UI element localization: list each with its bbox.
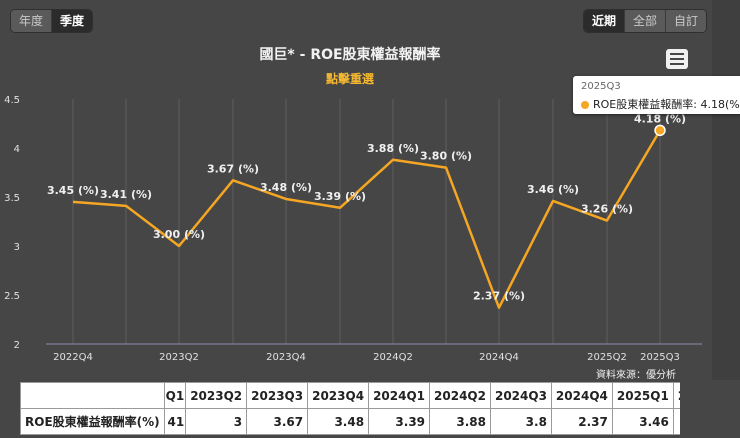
- table-cell: 3.48: [307, 408, 370, 435]
- data-table-grid: Q1 2023Q2 2023Q3 2023Q4 2024Q1 2024Q2 2024Q3 2…: [20, 382, 680, 435]
- table-header-cell: 2024Q1: [368, 382, 431, 409]
- data-label: 3.26 (%): [581, 203, 633, 216]
- x-tick-label: 2023Q4: [266, 352, 306, 363]
- table-cell: 3.39: [368, 408, 431, 435]
- table-cell: 3.8: [489, 408, 552, 435]
- data-label: 3.67 (%): [207, 162, 259, 175]
- tab-all[interactable]: 全部: [625, 10, 667, 32]
- tab-recent[interactable]: 近期: [584, 10, 626, 32]
- table-header-cell: 2025Q1: [611, 382, 674, 409]
- data-label: 3.88 (%): [367, 142, 419, 155]
- x-tick-label: 2024Q2: [373, 352, 413, 363]
- x-tick-label: 2025Q3: [640, 352, 680, 363]
- reselect-link[interactable]: 點擊重選: [325, 72, 374, 86]
- y-tick-label: 2.5: [4, 291, 20, 302]
- table-header-cell: 2023Q4: [307, 382, 370, 409]
- data-label: 4.18 (%): [634, 112, 686, 125]
- period-toggle: 年度 季度: [10, 9, 94, 33]
- table-header-cell: 2024Q4: [550, 382, 613, 409]
- data-label: 3.39 (%): [314, 190, 366, 203]
- table-header-row: Q1 2023Q2 2023Q3 2023Q4 2024Q1 2024Q2 2024Q3 2…: [20, 382, 680, 409]
- data-label: 3.80 (%): [420, 150, 472, 163]
- tab-annual[interactable]: 年度: [11, 10, 53, 32]
- series-line: [72, 129, 662, 309]
- scrollbar-track: [712, 0, 740, 380]
- data-label: 3.48 (%): [260, 181, 312, 194]
- range-toggle: 近期 全部 自訂: [583, 9, 708, 33]
- x-tick-label: 2024Q4: [479, 352, 519, 363]
- data-label: 3.00 (%): [153, 228, 205, 241]
- table-header-cell: 2025Q2: [672, 382, 680, 409]
- menu-icon: [670, 53, 684, 55]
- menu-icon-bar: [670, 63, 684, 65]
- table-cell: 3: [185, 408, 248, 435]
- tooltip-value: ROE股東權益報酬率: 4.18(%): [593, 98, 740, 111]
- table-cell: 3.46: [611, 408, 674, 435]
- y-tick-label: 4: [14, 144, 20, 155]
- tooltip-series-dot: [581, 101, 589, 109]
- x-tick-label: 2022Q4: [53, 352, 93, 363]
- x-tick-label: 2023Q2: [159, 352, 199, 363]
- tooltip-quarter: 2025Q3: [581, 81, 621, 92]
- y-tick-label: 4.5: [4, 95, 20, 106]
- y-tick-label: 3: [14, 242, 20, 253]
- table-cell: 3.67: [246, 408, 309, 435]
- chart-tooltip: 2025Q3 ROE股東權益報酬率: 4.18(%): [573, 76, 740, 114]
- data-table: Q1 2023Q2 2023Q3 2023Q4 2024Q1 2024Q2 2024Q3 2…: [20, 382, 680, 438]
- table-header-cell: Q1: [163, 382, 187, 409]
- table-header-cell: 2023Q3: [246, 382, 309, 409]
- table-header-cell: 2024Q3: [489, 382, 552, 409]
- table-cell: 3.88: [429, 408, 491, 435]
- data-label: 3.41 (%): [100, 188, 152, 201]
- data-label: 2.37 (%): [473, 290, 525, 303]
- table-row: ROE股東權益報酬率(%) 41 3 3.67 3.48 3.39 3.88 3.8 2.3…: [20, 408, 680, 435]
- tooltip-value-line: ROE股東權益報酬率: 4.18(%): [581, 96, 740, 112]
- table-corner-cell: [20, 382, 165, 409]
- tab-quarterly[interactable]: 季度: [52, 10, 93, 32]
- y-tick-label: 3.5: [4, 193, 20, 204]
- table-header-cell: 2024Q2: [429, 382, 491, 409]
- tab-custom[interactable]: 自訂: [666, 10, 707, 32]
- data-label: 3.46 (%): [527, 183, 579, 196]
- table-row-label: ROE股東權益報酬率(%): [20, 408, 165, 435]
- table-header-cell: 2023Q2: [185, 382, 248, 409]
- table-cell: 2.37: [550, 408, 613, 435]
- x-tick-label: 2025Q2: [587, 352, 627, 363]
- table-cell: 41: [163, 408, 187, 435]
- data-label: 3.45 (%): [47, 184, 99, 197]
- roe-line-chart: 2 2.5 3 3.5 4 4.5 2022Q4 2023Q2 2023Q4 2024Q2 2024…: [4, 95, 702, 363]
- menu-icon-bar: [670, 58, 684, 60]
- table-cell: 3.26: [672, 408, 680, 435]
- chart-menu-button[interactable]: [666, 49, 688, 69]
- chart-title: 國巨* - ROE股東權益報酬率: [259, 47, 441, 63]
- data-point-highlight: [654, 124, 666, 137]
- y-tick-label: 2: [14, 340, 20, 351]
- data-source: 資料來源：優分析: [596, 370, 676, 381]
